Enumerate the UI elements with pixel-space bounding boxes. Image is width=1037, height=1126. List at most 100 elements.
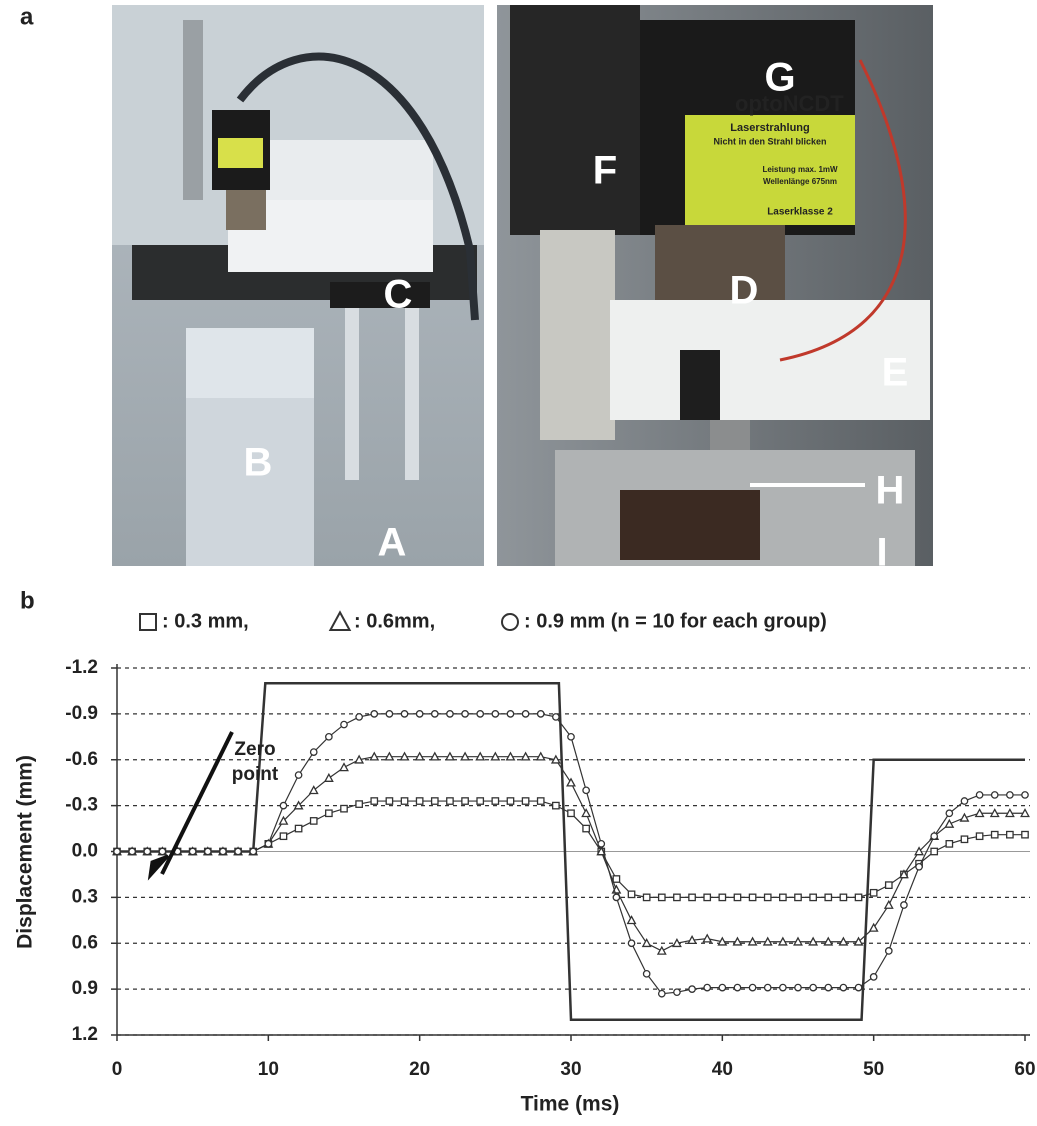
- marker: [535, 751, 546, 761]
- panel-label: a: [20, 3, 34, 30]
- marker: [139, 613, 157, 631]
- marker: [748, 893, 757, 902]
- x-tick-label: 10: [258, 1059, 279, 1080]
- marker: [340, 804, 348, 813]
- legend-label: : 0.3 mm,: [162, 610, 249, 632]
- marker: [536, 797, 545, 805]
- marker: [642, 893, 651, 902]
- marker: [1006, 791, 1014, 799]
- marker: [960, 835, 969, 844]
- marker: [340, 720, 348, 729]
- y-tick-label: 0.9: [72, 978, 98, 999]
- warning-text: Nicht in den Strahl blicken: [713, 136, 826, 146]
- marker: [581, 808, 592, 818]
- marker: [688, 985, 696, 993]
- marker: [687, 934, 698, 945]
- marker: [354, 754, 365, 764]
- photo-left: A B C: [112, 5, 484, 566]
- marker: [490, 751, 501, 761]
- x-tick-label: 50: [863, 1059, 884, 1080]
- marker: [808, 936, 819, 946]
- marker: [854, 983, 863, 992]
- y-tick-label: 0.3: [72, 886, 98, 907]
- marker: [294, 771, 303, 779]
- x-tick-label: 60: [1014, 1059, 1035, 1080]
- marker: [279, 801, 288, 810]
- chart: Time (ms) Displacement (mm) -1.2 -0.9 -0.6…: [14, 610, 1036, 1115]
- marker: [627, 890, 636, 899]
- y-tick-label: -0.3: [65, 795, 98, 816]
- marker: [278, 815, 289, 825]
- marker: [762, 936, 773, 946]
- warning-text: Wellenlänge 675nm: [763, 177, 837, 186]
- marker: [673, 988, 681, 997]
- marker: [944, 818, 955, 828]
- marker: [809, 893, 817, 902]
- marker: [249, 847, 258, 856]
- marker: [203, 847, 212, 856]
- marker: [501, 613, 519, 631]
- marker: [930, 832, 939, 841]
- marker: [430, 710, 439, 718]
- marker: [521, 797, 530, 805]
- y-tick-label: -0.9: [65, 703, 98, 724]
- marker: [1006, 830, 1014, 839]
- marker: [642, 969, 651, 978]
- marker: [384, 751, 395, 761]
- photo-label: B: [244, 441, 273, 485]
- marker: [293, 800, 304, 810]
- marker: [430, 797, 439, 805]
- marker: [234, 847, 242, 856]
- marker: [520, 751, 531, 761]
- marker: [657, 893, 666, 902]
- marker: [476, 797, 485, 805]
- marker: [974, 808, 985, 818]
- marker: [113, 847, 121, 856]
- marker: [399, 751, 410, 761]
- marker: [506, 710, 515, 718]
- marker: [732, 936, 743, 946]
- marker: [718, 983, 727, 992]
- marker: [552, 713, 560, 721]
- photo-label: C: [384, 273, 413, 317]
- marker: [597, 840, 606, 848]
- marker: [264, 840, 273, 848]
- warning-text: Laserklasse 2: [767, 207, 833, 218]
- marker: [626, 915, 637, 925]
- marker: [794, 983, 802, 992]
- marker: [612, 893, 621, 902]
- marker: [673, 893, 681, 902]
- marker: [627, 939, 636, 948]
- marker: [475, 751, 486, 761]
- marker: [355, 713, 363, 721]
- marker: [898, 869, 909, 879]
- marker: [158, 847, 167, 856]
- marker: [325, 809, 333, 818]
- marker: [505, 751, 516, 761]
- x-tick-label: 30: [560, 1059, 581, 1080]
- marker: [733, 983, 742, 992]
- marker: [400, 797, 409, 805]
- marker: [838, 936, 849, 946]
- marker: [476, 710, 485, 718]
- marker: [960, 797, 969, 805]
- marker: [959, 812, 970, 822]
- marker: [989, 808, 1000, 818]
- panel-label: b: [20, 587, 35, 614]
- marker: [915, 862, 923, 871]
- marker: [385, 797, 394, 805]
- marker: [914, 846, 925, 856]
- y-axis-title: Displacement (mm): [14, 755, 37, 949]
- marker: [1021, 791, 1029, 799]
- marker: [1004, 808, 1015, 818]
- marker: [294, 824, 303, 833]
- annotation-arrow: [160, 731, 234, 875]
- marker: [279, 832, 288, 841]
- marker: [671, 938, 682, 948]
- annotation-arrowhead: [147, 854, 170, 881]
- marker: [975, 832, 984, 841]
- sensor-brand: optoNCDT: [735, 91, 844, 116]
- marker: [853, 936, 864, 946]
- marker: [491, 710, 500, 718]
- warning-text: Leistung max. 1mW: [762, 165, 838, 174]
